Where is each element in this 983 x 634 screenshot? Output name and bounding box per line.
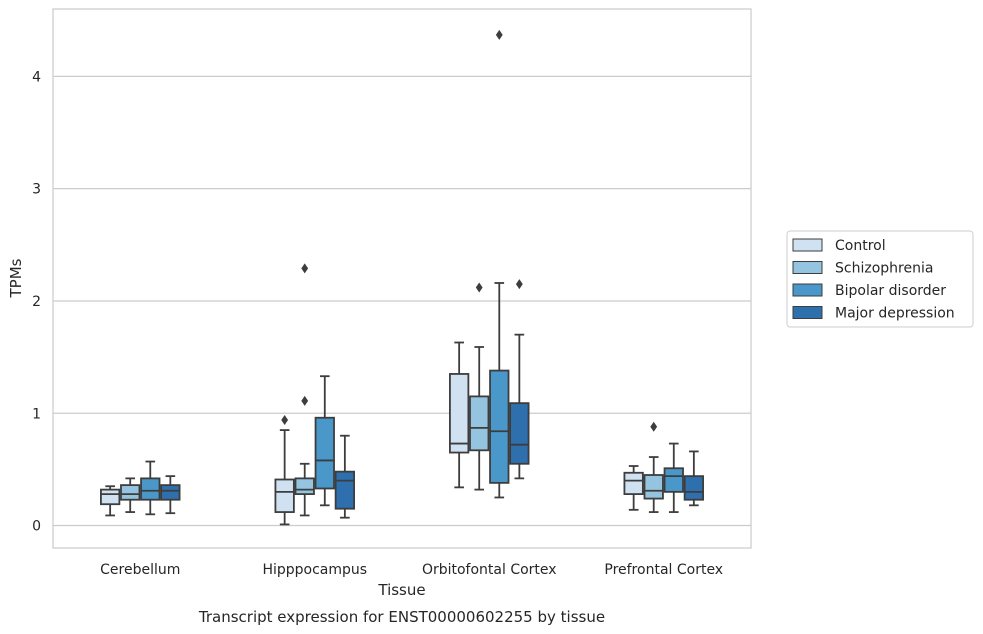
iqr-box xyxy=(489,369,510,484)
iqr-box xyxy=(509,402,530,465)
y-axis-ticks: 0 1 2 3 4 xyxy=(32,69,41,534)
box-major-depression xyxy=(683,450,704,507)
box-major-depression xyxy=(509,279,530,480)
box-bipolar-disorder xyxy=(314,375,335,507)
box-schizophrenia xyxy=(643,421,664,513)
iqr-box xyxy=(643,474,664,500)
legend-frame xyxy=(786,230,974,328)
plot-area-frame xyxy=(52,8,752,549)
y-tick-label: 2 xyxy=(32,294,41,310)
y-tick-label: 0 xyxy=(32,519,41,535)
legend: Control Schizophrenia Bipolar disorder Majo… xyxy=(786,230,974,328)
box-schizophrenia xyxy=(469,282,490,491)
box-schizophrenia xyxy=(120,477,141,513)
box-control xyxy=(100,485,121,517)
iqr-box xyxy=(294,477,315,496)
iqr-box xyxy=(160,484,181,501)
x-tick-label: Prefrontal Cortex xyxy=(604,562,723,578)
box-plot-marks xyxy=(100,29,704,526)
iqr-box xyxy=(314,416,335,490)
y-axis-label: TPMs xyxy=(7,258,25,298)
y-tick-label: 4 xyxy=(32,69,41,85)
box-bipolar-disorder xyxy=(663,442,684,513)
outlier-point xyxy=(301,263,309,274)
x-tick-label: Cerebellum xyxy=(100,562,180,578)
iqr-box xyxy=(274,478,295,513)
legend-swatch xyxy=(792,283,823,297)
chart-caption: Transcript expression for ENST0000060225… xyxy=(198,608,605,626)
x-tick-label: Orbitofontal Cortex xyxy=(422,562,557,578)
x-tick-label: Hipppocampus xyxy=(262,562,367,578)
outlier-point xyxy=(650,421,658,432)
legend-label: Schizophrenia xyxy=(835,261,933,277)
outlier-point xyxy=(515,279,523,290)
outlier-point xyxy=(495,29,503,40)
x-axis-label: Tissue xyxy=(377,581,425,599)
box-major-depression xyxy=(334,434,355,519)
iqr-box xyxy=(469,395,490,452)
iqr-box xyxy=(663,467,684,493)
box-control xyxy=(274,414,295,526)
iqr-box xyxy=(449,373,470,454)
iqr-box xyxy=(100,488,121,506)
iqr-box xyxy=(334,470,355,510)
outlier-point xyxy=(301,395,309,406)
legend-swatch xyxy=(792,261,823,274)
legend-label: Bipolar disorder xyxy=(835,283,946,299)
box-control xyxy=(623,465,644,511)
legend-label: Major depression xyxy=(835,306,955,322)
box-schizophrenia xyxy=(294,263,315,517)
outlier-point xyxy=(475,282,483,293)
box-control xyxy=(449,341,470,489)
box-bipolar-disorder xyxy=(140,460,161,516)
box-major-depression xyxy=(160,475,181,515)
grid-lines xyxy=(53,75,751,527)
iqr-box xyxy=(120,484,141,501)
y-tick-label: 1 xyxy=(32,406,41,422)
outlier-point xyxy=(281,414,289,425)
legend-label: Control xyxy=(835,238,886,254)
iqr-box xyxy=(623,471,644,496)
legend-swatch xyxy=(792,238,823,252)
box-bipolar-disorder xyxy=(489,29,510,499)
x-axis-ticks: Cerebellum Hipppocampus Orbitofontal Corte… xyxy=(100,562,723,578)
y-tick-label: 3 xyxy=(32,182,41,198)
legend-swatch xyxy=(792,306,823,319)
iqr-box xyxy=(140,477,161,501)
iqr-box xyxy=(683,475,704,501)
